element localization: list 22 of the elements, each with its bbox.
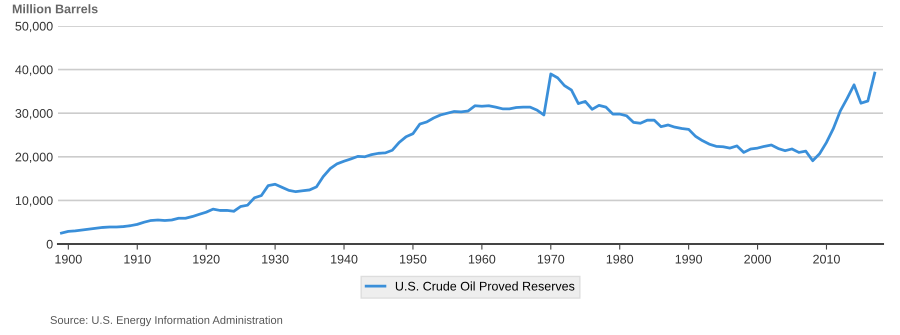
line-series — [60, 72, 876, 234]
x-tick-label: 1950 — [400, 254, 426, 264]
legend-label: U.S. Crude Oil Proved Reserves — [396, 281, 574, 291]
x-tick-label: 2010 — [813, 254, 840, 264]
x-tick-label: 1930 — [262, 254, 289, 264]
source-note: Source: U.S. Energy Information Administration — [50, 316, 282, 326]
x-tick-label: 1900 — [55, 254, 82, 264]
x-tick-label: 1920 — [193, 254, 220, 264]
x-tick-label: 1980 — [606, 254, 634, 264]
y-tick-label: 30,000 — [15, 109, 53, 120]
y-tick-label: 50,000 — [15, 22, 53, 32]
x-tick-label: 1970 — [538, 254, 564, 264]
y-tick-label: 20,000 — [16, 152, 53, 163]
x-tick-label: 1910 — [124, 254, 151, 264]
y-tick-label: 40,000 — [15, 65, 53, 76]
x-tick-label: 1960 — [468, 254, 496, 264]
x-tick-label: 1990 — [676, 254, 702, 264]
y-tick-label: 0 — [46, 240, 53, 249]
x-tick-label: 1940 — [331, 254, 358, 264]
y-axis-title: Million Barrels — [12, 4, 98, 14]
y-tick-label: 10,000 — [16, 196, 53, 207]
x-tick-label: 2000 — [744, 254, 771, 264]
